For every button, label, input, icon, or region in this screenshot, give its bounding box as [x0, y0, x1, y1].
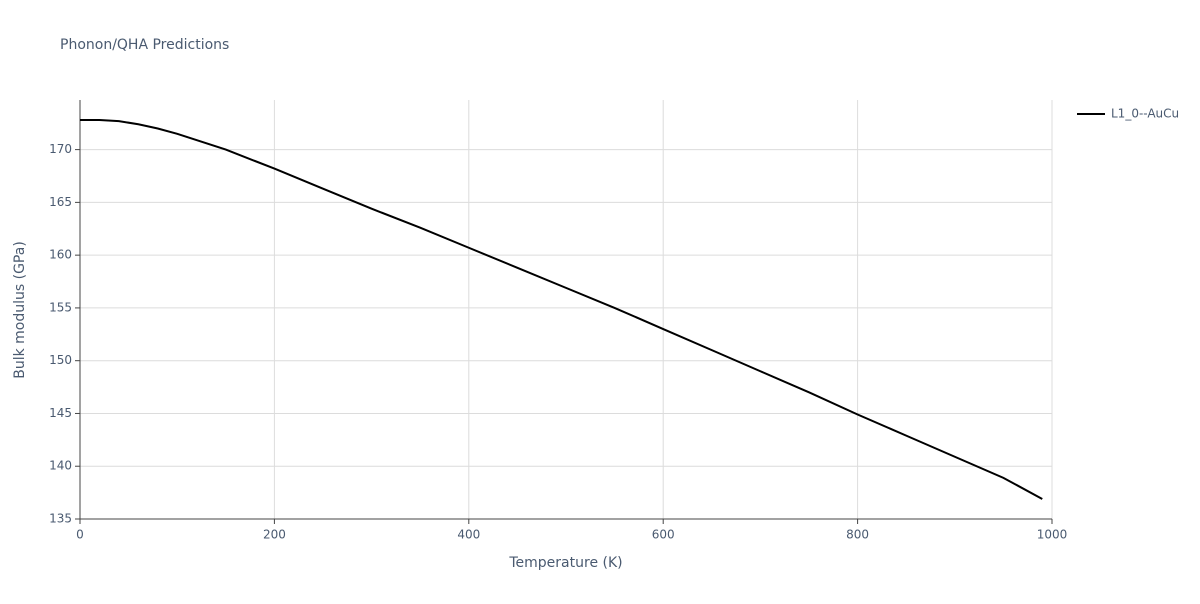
x-tick-label: 1000: [1037, 528, 1068, 542]
y-tick-label: 165: [49, 195, 72, 209]
chart-title: Phonon/QHA Predictions: [60, 37, 229, 53]
y-tick-label: 150: [49, 353, 72, 367]
legend-label: L1_0--AuCu: [1111, 107, 1179, 121]
x-axis-title: Temperature (K): [508, 555, 622, 571]
x-tick-label: 400: [457, 528, 480, 542]
y-tick-label: 140: [49, 459, 72, 473]
x-tick-label: 200: [263, 528, 286, 542]
x-tick-label: 600: [652, 528, 675, 542]
y-tick-label: 135: [49, 512, 72, 526]
y-tick-label: 145: [49, 406, 72, 420]
y-tick-label: 170: [49, 142, 72, 156]
y-axis-title: Bulk modulus (GPa): [12, 241, 28, 379]
x-tick-label: 0: [76, 528, 84, 542]
y-tick-label: 155: [49, 300, 72, 314]
y-tick-label: 160: [49, 248, 72, 262]
x-tick-label: 800: [846, 528, 869, 542]
series-line: [80, 119, 1043, 500]
